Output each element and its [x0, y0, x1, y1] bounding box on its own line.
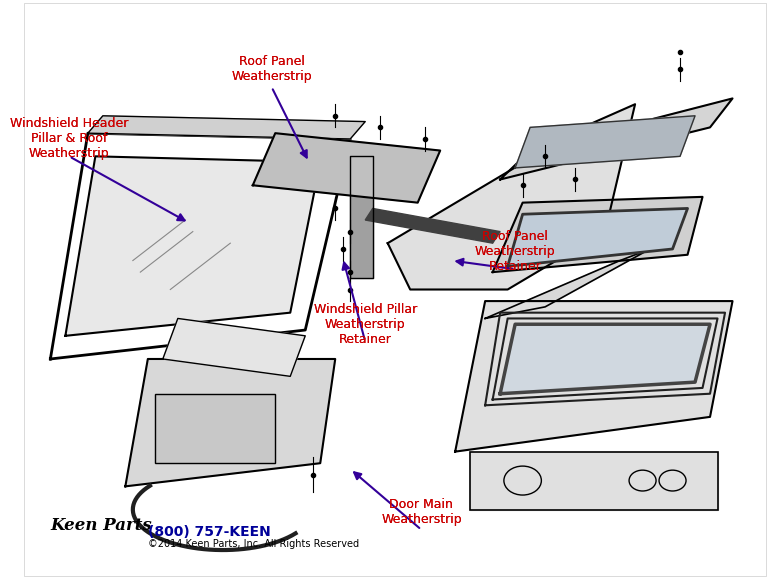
Polygon shape: [500, 98, 732, 179]
Text: Roof Panel
Weatherstrip: Roof Panel Weatherstrip: [231, 56, 312, 83]
Text: Windshield Pillar
Weatherstrip
Retainer: Windshield Pillar Weatherstrip Retainer: [313, 303, 417, 346]
Polygon shape: [253, 133, 440, 203]
Text: Windshield Header
Pillar & Roof
Weatherstrip: Windshield Header Pillar & Roof Weathers…: [10, 118, 129, 160]
Bar: [470, 452, 718, 510]
Polygon shape: [65, 156, 320, 336]
Polygon shape: [455, 301, 732, 452]
Bar: [470, 452, 718, 510]
Text: Windshield Header
Pillar & Roof
Weatherstrip: Windshield Header Pillar & Roof Weathers…: [10, 118, 129, 160]
Polygon shape: [365, 208, 500, 243]
Text: Door Main
Weatherstrip: Door Main Weatherstrip: [381, 499, 462, 526]
Polygon shape: [507, 208, 688, 266]
Bar: [156, 394, 275, 463]
Text: Roof Panel
Weatherstrip
Retainer: Roof Panel Weatherstrip Retainer: [475, 230, 555, 273]
Circle shape: [659, 470, 686, 491]
Circle shape: [629, 470, 656, 491]
Polygon shape: [350, 156, 373, 278]
Text: Keen Parts: Keen Parts: [50, 517, 152, 534]
Text: Windshield Pillar
Weatherstrip
Retainer: Windshield Pillar Weatherstrip Retainer: [313, 303, 417, 346]
Polygon shape: [515, 116, 695, 168]
Bar: [156, 394, 275, 463]
Text: Roof Panel
Weatherstrip: Roof Panel Weatherstrip: [231, 56, 312, 83]
Polygon shape: [493, 197, 702, 272]
Polygon shape: [485, 249, 650, 318]
Polygon shape: [88, 116, 365, 139]
Text: Roof Panel
Weatherstrip
Retainer: Roof Panel Weatherstrip Retainer: [475, 230, 555, 273]
Polygon shape: [500, 324, 710, 394]
Text: Door Main
Weatherstrip: Door Main Weatherstrip: [381, 499, 462, 526]
Text: (800) 757-KEEN: (800) 757-KEEN: [148, 525, 270, 538]
Circle shape: [504, 466, 541, 495]
Polygon shape: [162, 318, 305, 376]
Polygon shape: [126, 359, 335, 486]
Text: ©2014 Keen Parts, Inc. All Rights Reserved: ©2014 Keen Parts, Inc. All Rights Reserv…: [148, 539, 359, 549]
Polygon shape: [388, 104, 635, 290]
